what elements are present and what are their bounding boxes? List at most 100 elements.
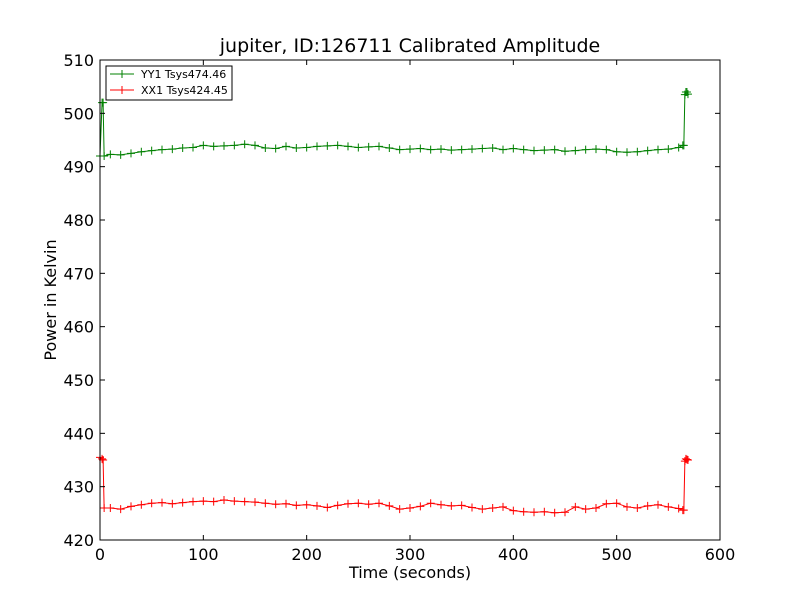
data-point — [633, 504, 642, 512]
series-0 — [96, 88, 692, 160]
data-point — [530, 146, 538, 155]
data-point — [406, 145, 414, 154]
data-point — [581, 145, 590, 154]
data-point — [364, 500, 373, 509]
data-point — [292, 501, 301, 510]
data-point — [106, 150, 115, 159]
data-point — [282, 499, 290, 508]
data-point — [395, 505, 404, 514]
data-point — [674, 504, 683, 513]
data-point — [240, 140, 249, 149]
data-point — [681, 454, 690, 463]
data-point — [271, 144, 280, 153]
data-point — [488, 504, 497, 512]
data-point — [158, 145, 166, 154]
data-point — [457, 501, 466, 510]
axis-ticks: 0 100 200 300 400 500 600 420 430 440 450 460 470 480… — [63, 51, 735, 564]
data-point — [550, 145, 559, 154]
data-point — [447, 146, 456, 155]
data-point — [158, 498, 166, 507]
data-point — [209, 497, 218, 506]
data-point — [437, 145, 445, 154]
data-point — [654, 145, 662, 154]
legend-label-xx1: XX1 Tsys424.45 — [141, 84, 228, 97]
data-point — [375, 142, 383, 151]
data-point — [220, 141, 228, 150]
data-point — [540, 507, 549, 516]
data-point — [313, 501, 321, 510]
data-point — [344, 142, 352, 151]
data-point — [447, 501, 456, 510]
data-point — [499, 502, 507, 511]
data-point — [127, 149, 135, 158]
data-point — [292, 144, 301, 152]
data-point — [240, 497, 249, 506]
data-point — [333, 141, 342, 150]
data-point — [271, 500, 280, 509]
y-axis-label: Power in Kelvin — [41, 239, 60, 360]
data-point — [602, 145, 611, 154]
data-point — [209, 142, 218, 151]
data-point — [426, 145, 435, 154]
data-point — [561, 508, 569, 517]
data-point — [679, 141, 688, 150]
y-tick-label: 470 — [63, 264, 94, 283]
data-point — [364, 142, 373, 151]
data-point — [199, 497, 208, 506]
data-point — [147, 146, 156, 155]
data-point — [643, 501, 652, 510]
plot-area — [96, 88, 692, 517]
data-point — [302, 500, 311, 509]
data-point — [682, 455, 691, 464]
data-point — [385, 144, 394, 152]
data-point — [354, 143, 363, 152]
series-1 — [96, 453, 692, 517]
data-point — [643, 146, 652, 155]
y-tick-label: 420 — [63, 531, 94, 550]
data-point — [488, 144, 497, 152]
y-tick-label: 460 — [63, 318, 94, 337]
data-point — [530, 508, 538, 517]
x-tick-label: 400 — [498, 545, 529, 564]
data-point — [664, 502, 673, 511]
x-tick-label: 0 — [95, 545, 105, 564]
data-point — [612, 147, 621, 156]
data-point — [127, 502, 135, 511]
x-tick-label: 100 — [188, 545, 219, 564]
x-tick-label: 200 — [291, 545, 322, 564]
y-tick-label: 500 — [63, 104, 94, 123]
data-point — [478, 505, 487, 514]
data-point — [633, 147, 642, 156]
data-point — [623, 148, 631, 157]
legend: YY1 Tsys474.46 XX1 Tsys424.45 — [105, 65, 233, 101]
data-point — [612, 499, 621, 508]
y-tick-label: 510 — [63, 51, 94, 70]
data-point — [333, 501, 342, 510]
data-point — [168, 499, 177, 508]
data-point — [344, 499, 352, 508]
data-point — [178, 144, 187, 152]
x-tick-label: 600 — [705, 545, 736, 564]
data-point — [302, 143, 311, 152]
data-point — [106, 504, 115, 512]
data-point — [540, 146, 549, 155]
data-point — [168, 145, 177, 154]
y-tick-label: 480 — [63, 211, 94, 230]
data-point — [282, 142, 290, 151]
data-point — [385, 501, 394, 510]
data-point — [251, 498, 259, 507]
data-point — [189, 497, 197, 506]
data-point — [116, 150, 125, 159]
data-point — [682, 88, 691, 96]
data-point — [261, 499, 270, 508]
data-point — [457, 145, 466, 154]
chart-title: jupiter, ID:126711 Calibrated Amplitude — [219, 35, 600, 57]
data-point — [679, 506, 688, 515]
legend-entry-yy1: YY1 Tsys474.46 — [110, 68, 226, 81]
data-point — [519, 507, 528, 516]
data-point — [178, 498, 187, 507]
data-point — [147, 499, 156, 508]
data-point — [137, 147, 146, 156]
data-point — [230, 497, 239, 506]
